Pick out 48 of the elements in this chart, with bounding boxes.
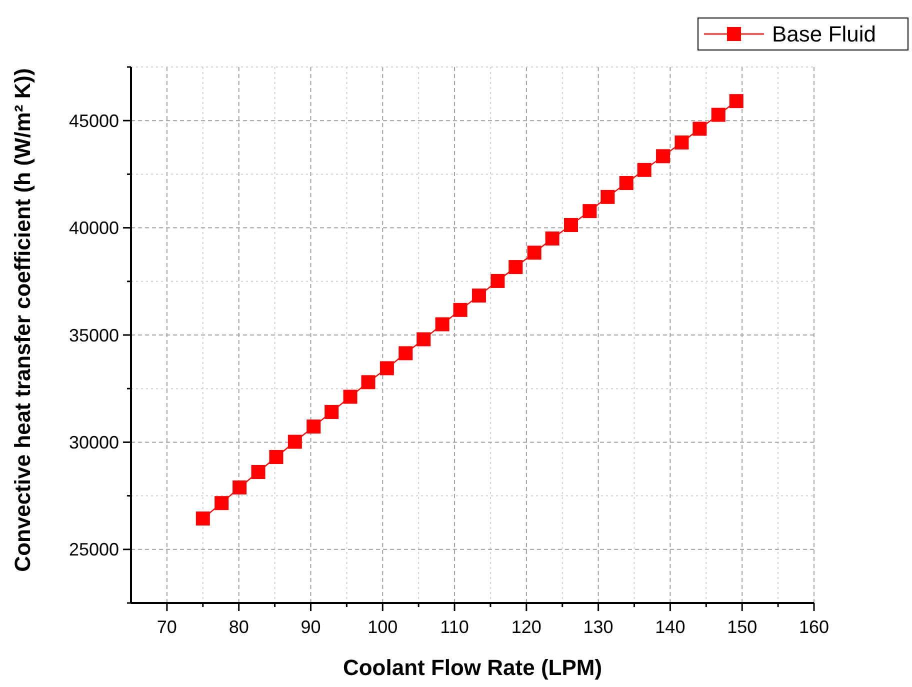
- point: [729, 94, 744, 108]
- x-tick-label: 70: [156, 617, 177, 637]
- x-tick-label: 120: [511, 617, 542, 637]
- point: [637, 162, 652, 177]
- x-tick-label: 160: [798, 617, 830, 637]
- x-tick-label: 130: [583, 617, 614, 637]
- point: [582, 204, 597, 218]
- point: [361, 375, 376, 390]
- y-tick-label: 40000: [68, 218, 119, 238]
- point: [380, 361, 394, 376]
- point: [600, 190, 615, 204]
- x-axis-title: Coolant Flow Rate (LPM): [342, 655, 602, 680]
- point: [656, 149, 670, 164]
- point: [232, 480, 247, 494]
- y-axis-title: Convective heat transfer coefficient (h (W/m² K)): [10, 68, 35, 572]
- point: [619, 176, 634, 190]
- point: [435, 317, 450, 332]
- point: [416, 332, 431, 346]
- x-tick-label: 90: [300, 617, 321, 637]
- y-tick-label: 25000: [68, 540, 119, 560]
- point: [674, 135, 689, 150]
- point: [508, 260, 523, 274]
- point: [711, 108, 726, 122]
- point: [564, 218, 578, 232]
- point: [490, 274, 505, 288]
- point: [692, 122, 707, 136]
- point: [306, 420, 321, 434]
- point: [453, 302, 468, 317]
- point: [527, 246, 542, 260]
- point: [324, 404, 339, 419]
- x-tick-label: 80: [228, 617, 249, 637]
- x-tick-label: 110: [440, 617, 469, 637]
- point: [545, 232, 560, 246]
- legend-label: Base Fluid: [772, 22, 876, 47]
- point: [288, 434, 302, 449]
- point: [472, 288, 486, 303]
- point: [251, 465, 266, 479]
- point: [343, 390, 358, 404]
- y-tick-label: 35000: [68, 325, 119, 346]
- y-tick-label: 45000: [68, 110, 119, 131]
- x-tick-label: 100: [368, 617, 398, 637]
- y-tick-label: 30000: [68, 432, 119, 452]
- x-tick-label: 140: [655, 617, 686, 637]
- point: [269, 450, 284, 464]
- point: [196, 512, 210, 526]
- point: [214, 496, 229, 510]
- x-tick-label: 150: [727, 617, 758, 637]
- point: [398, 346, 413, 360]
